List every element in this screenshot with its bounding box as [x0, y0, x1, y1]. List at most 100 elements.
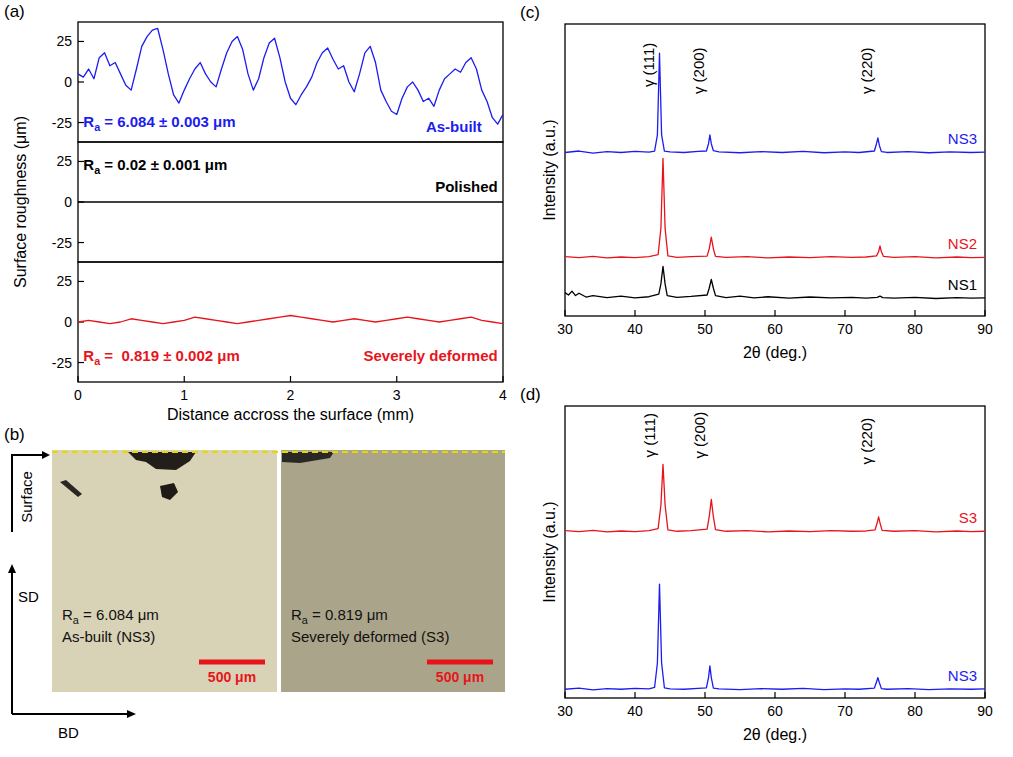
x-tick-label: 3	[393, 387, 401, 403]
image-roughness: Ra = 0.819 μm	[291, 606, 388, 626]
surface-line	[52, 451, 505, 453]
x-tick-label: 90	[977, 703, 993, 719]
series-label: NS3	[948, 130, 977, 147]
x-tick-label: 0	[74, 387, 82, 403]
x-tick	[914, 692, 915, 698]
y-tick-label: 0	[64, 74, 72, 90]
series-label: NS3	[948, 667, 977, 684]
series-label: S3	[959, 509, 977, 526]
y-axis-title: Surface roughness (μm)	[12, 116, 29, 288]
plot-marks	[78, 316, 503, 324]
figure: -25025Ra = 6.084 ± 0.003 μmAs-built(a)-2…	[0, 0, 1013, 757]
x-axis-title: 2θ (deg.)	[743, 344, 807, 361]
surface-arrow	[12, 455, 44, 532]
y-tick-label: -25	[52, 235, 72, 251]
x-tick-label: 4	[499, 387, 507, 403]
panel-label: (c)	[520, 3, 540, 22]
x-tick-label: 60	[767, 321, 783, 337]
annotation: γ (220)	[858, 418, 875, 465]
annotation: γ (111)	[640, 43, 657, 87]
pore	[160, 483, 178, 500]
x-tick-label: 60	[767, 703, 783, 719]
plot-frame	[78, 142, 503, 262]
x-tick-label: 70	[837, 703, 853, 719]
x-tick	[396, 376, 397, 382]
series-line	[565, 584, 985, 690]
x-tick	[564, 310, 565, 316]
x-tick	[634, 692, 635, 698]
plot-marks	[565, 53, 985, 298]
x-tick-label: 80	[907, 321, 923, 337]
y-tick	[78, 41, 84, 42]
arrow-head	[8, 564, 16, 573]
x-tick	[77, 376, 78, 382]
scale-bar-label: 500 μm	[208, 669, 256, 685]
series-label: NS2	[948, 235, 977, 252]
annotation: Severely deformed	[363, 347, 497, 364]
plot-marks	[78, 202, 503, 203]
y-axis-title: Intensity (a.u.)	[541, 501, 558, 602]
series-line	[565, 53, 985, 153]
y-axis-title: Intensity (a.u.)	[541, 119, 558, 220]
annotation: Ra = 0.819 ± 0.002 μm	[83, 347, 239, 367]
y-tick	[78, 81, 84, 82]
y-tick-label: 25	[56, 153, 72, 169]
direction-label: SD	[18, 588, 39, 605]
series-line	[78, 28, 503, 124]
x-tick	[634, 310, 635, 316]
plot-marks	[78, 28, 503, 124]
x-tick	[844, 692, 845, 698]
y-tick-label: -25	[52, 115, 72, 131]
micrograph	[281, 450, 505, 692]
x-axis-title: Distance accross the surface (mm)	[167, 406, 414, 423]
series-line	[78, 316, 503, 324]
x-tick-label: 1	[180, 387, 188, 403]
y-tick	[78, 242, 84, 243]
y-tick-label: 25	[56, 33, 72, 49]
x-tick	[984, 692, 985, 698]
series-label: NS1	[948, 276, 977, 293]
x-tick-label: 40	[627, 703, 643, 719]
scale-bar	[427, 660, 493, 665]
panel-label: (d)	[520, 385, 541, 404]
y-tick	[78, 281, 84, 282]
panel-label: (b)	[4, 425, 25, 444]
series-line	[78, 201, 503, 202]
x-tick-label: 50	[697, 321, 713, 337]
y-tick-label: 0	[64, 194, 72, 210]
x-tick-label: 30	[557, 703, 573, 719]
sd-arrow	[11, 572, 13, 714]
pore	[60, 480, 82, 497]
series-line	[565, 158, 985, 258]
y-tick-label: -25	[52, 355, 72, 371]
annotation: Polished	[435, 178, 498, 195]
annotation: As-built	[426, 118, 482, 135]
x-tick-label: 30	[557, 321, 573, 337]
annotation: γ (111)	[641, 413, 658, 457]
y-tick-label: 0	[64, 314, 72, 330]
scale-bar-label: 500 μm	[436, 669, 484, 685]
series-line	[565, 266, 985, 298]
y-tick-label: 25	[56, 273, 72, 289]
surface-defect	[128, 452, 196, 470]
x-axis-title: 2θ (deg.)	[743, 726, 807, 743]
scale-bar	[199, 660, 265, 665]
micrograph	[52, 450, 277, 692]
annotation: Ra = 0.02 ± 0.001 μm	[83, 156, 227, 176]
image-label: As-built (NS3)	[62, 628, 155, 645]
x-tick	[704, 692, 705, 698]
direction-label: BD	[58, 724, 79, 741]
series-line	[565, 464, 985, 531]
plot-marks	[565, 464, 985, 689]
plot-frame	[78, 262, 503, 382]
panel-label: (a)	[4, 2, 25, 21]
surface-label: Surface	[18, 471, 35, 523]
x-tick	[704, 310, 705, 316]
x-tick	[564, 692, 565, 698]
x-tick	[502, 376, 503, 382]
bd-arrow	[12, 713, 128, 715]
x-tick	[774, 310, 775, 316]
x-tick-label: 70	[837, 321, 853, 337]
image-roughness: Ra = 6.084 μm	[62, 606, 159, 626]
image-label: Severely deformed (S3)	[291, 628, 449, 645]
